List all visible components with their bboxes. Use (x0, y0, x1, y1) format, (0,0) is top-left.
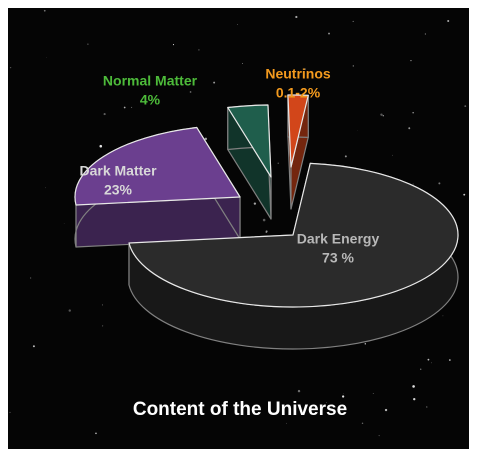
star (378, 435, 380, 437)
star (32, 345, 35, 348)
star (438, 182, 441, 185)
star (420, 368, 422, 370)
star (189, 91, 192, 93)
labels: Dark Energy 73 % Dark Matter 23% Normal Matt… (79, 66, 379, 266)
star (392, 154, 393, 156)
star (431, 362, 432, 364)
star (262, 218, 266, 222)
pie (74, 94, 459, 350)
slice (287, 94, 309, 168)
star (408, 127, 411, 130)
star (172, 44, 175, 46)
star (412, 385, 415, 388)
slice-label: Neutrinos (265, 66, 331, 82)
value-label: 73 % (322, 250, 354, 266)
chart-title: Content of the Universe (133, 399, 347, 420)
star (413, 398, 416, 401)
star (265, 230, 268, 233)
star (237, 23, 238, 25)
star (102, 325, 104, 327)
star (352, 65, 354, 67)
star (99, 144, 103, 148)
star (427, 358, 430, 361)
star (328, 32, 330, 35)
star (103, 112, 106, 116)
slice (227, 104, 272, 178)
star (297, 389, 301, 393)
star (448, 359, 451, 361)
star (123, 106, 126, 109)
star (30, 277, 32, 279)
star (213, 81, 216, 84)
star (9, 411, 11, 413)
star (410, 60, 412, 62)
star (426, 406, 428, 408)
star (372, 393, 374, 394)
star (380, 113, 383, 116)
star (253, 202, 257, 205)
star (304, 68, 306, 70)
slice (74, 126, 241, 206)
star (384, 408, 388, 412)
slice-label: Normal Matter (103, 73, 198, 89)
value-label: 23% (104, 182, 133, 198)
star (442, 315, 444, 317)
value-label: 4% (140, 92, 161, 108)
star (198, 49, 200, 51)
star (382, 115, 384, 117)
star (45, 187, 46, 189)
star (326, 401, 328, 403)
star (277, 162, 279, 164)
slice-label: Dark Matter (79, 163, 157, 179)
star (412, 183, 414, 185)
star (342, 395, 345, 398)
star (9, 66, 12, 69)
value-label: 0.1-2% (276, 85, 321, 101)
star (312, 413, 315, 415)
star (343, 393, 344, 394)
star (43, 9, 46, 12)
slice (128, 162, 459, 308)
star (204, 137, 208, 141)
star (447, 19, 450, 23)
star (95, 432, 97, 435)
star (87, 43, 89, 45)
star (463, 193, 466, 196)
star (464, 105, 467, 108)
star (286, 422, 287, 424)
star (131, 106, 133, 108)
star (295, 15, 298, 19)
star (242, 62, 243, 64)
star (46, 57, 47, 58)
star (352, 20, 354, 22)
slice-label: Dark Energy (297, 231, 380, 247)
star (424, 33, 427, 35)
star (364, 343, 366, 345)
star (412, 112, 414, 114)
star (344, 155, 347, 158)
star (68, 309, 71, 312)
star (361, 422, 364, 425)
star (101, 304, 103, 306)
